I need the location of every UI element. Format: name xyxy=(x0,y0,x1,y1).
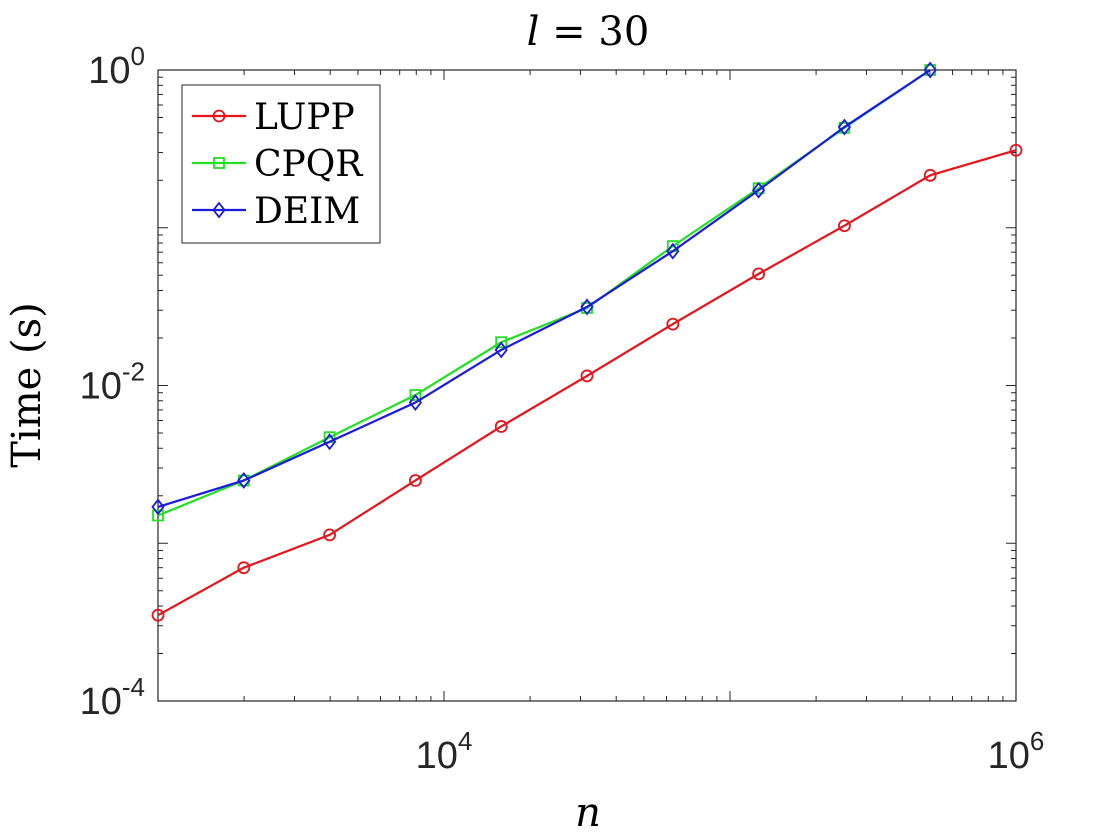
series-layer xyxy=(151,61,1023,622)
data-point xyxy=(580,369,594,383)
series-line xyxy=(157,149,1017,617)
y-tick-label: 100 xyxy=(88,41,145,92)
y-tick-label: 10-4 xyxy=(80,672,145,723)
x-tick-label: 106 xyxy=(988,726,1045,777)
legend-marker xyxy=(212,201,226,219)
legend-item: CPQR xyxy=(192,144,363,185)
legend-label: LUPP xyxy=(254,97,355,138)
data-point xyxy=(923,61,937,79)
legend-marker xyxy=(212,109,226,123)
data-point xyxy=(408,474,422,487)
data-point xyxy=(752,267,766,281)
axes: 104 106 10-4 10-2 100 xyxy=(80,41,1045,777)
data-point xyxy=(409,389,422,401)
data-point xyxy=(323,528,336,542)
data-point xyxy=(237,561,251,575)
y-tick-label: 10-2 xyxy=(80,357,145,408)
y-axis-label: Time (s) xyxy=(4,302,50,468)
data-point xyxy=(494,420,508,433)
data-point xyxy=(838,219,851,233)
legend: LUPP CPQR DEIM xyxy=(181,84,381,244)
legend-marker xyxy=(213,157,225,169)
series-line xyxy=(157,69,931,508)
data-point xyxy=(751,181,766,199)
data-point xyxy=(1009,143,1023,157)
series-deim xyxy=(151,61,937,516)
legend-label: DEIM xyxy=(254,191,360,232)
data-point xyxy=(837,118,852,136)
data-point xyxy=(495,336,508,349)
data-point xyxy=(322,433,337,451)
data-point xyxy=(923,168,937,182)
data-point xyxy=(151,608,165,622)
series-lupp xyxy=(151,143,1023,622)
data-point xyxy=(408,394,423,411)
x-tick-label: 104 xyxy=(416,726,473,777)
data-point xyxy=(152,509,164,522)
legend-item: DEIM xyxy=(192,191,360,232)
data-point xyxy=(494,341,508,359)
data-point xyxy=(151,498,165,516)
chart-title: l = 30 xyxy=(527,9,650,55)
legend-label: CPQR xyxy=(254,144,363,185)
data-point xyxy=(666,242,680,260)
data-point xyxy=(666,317,680,331)
data-point xyxy=(237,472,251,489)
x-axis-label: n xyxy=(575,790,601,836)
data-point xyxy=(580,298,594,316)
legend-item: LUPP xyxy=(192,97,355,138)
